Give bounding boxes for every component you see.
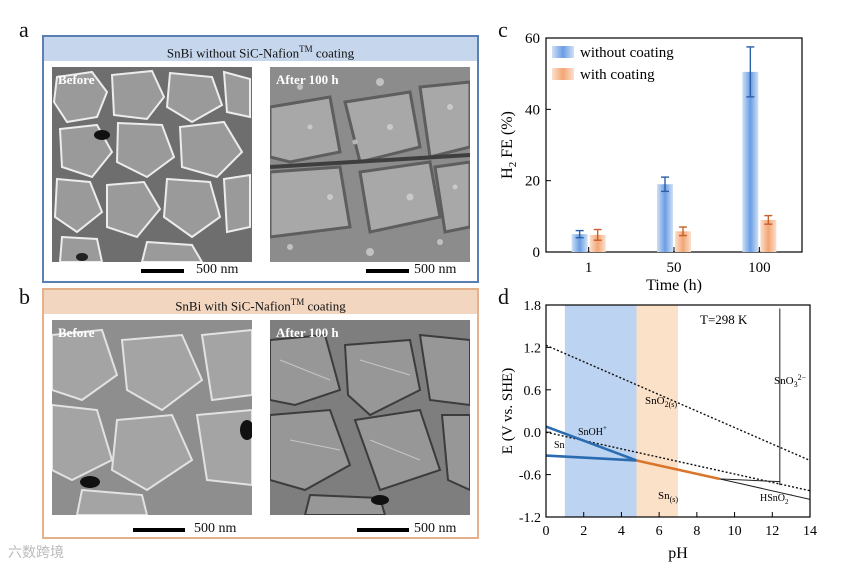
c-ytick-label: 60 <box>525 31 540 47</box>
region-label-sno2: SnO2(s) <box>645 395 677 409</box>
c-bar-with <box>589 234 606 252</box>
c-xtick-label: 50 <box>667 260 682 276</box>
d-o2-line <box>545 344 811 462</box>
c-bar-without <box>657 184 673 252</box>
panel-label-c: c <box>498 17 508 42</box>
c-bar-without <box>571 234 588 252</box>
c-ytick-label: 40 <box>525 102 540 118</box>
panel-a-title: SnBi without SiC-NafionTM coating <box>44 37 477 61</box>
label-after-a: After 100 h <box>276 72 339 87</box>
d-boundary-sno2-sn <box>636 459 720 481</box>
d-ytick-label: 0.6 <box>524 384 542 399</box>
label-after-b: After 100 h <box>276 325 339 340</box>
chart-d-ylabel: E (V vs. SHE) <box>500 368 516 454</box>
legend-swatch-without <box>552 46 574 58</box>
d-boundary-sn-snoh <box>545 454 637 462</box>
c-bar-without <box>742 71 759 252</box>
scale-bar-b-left <box>133 528 185 532</box>
panel-label-a: a <box>19 17 29 42</box>
chart-d-title: T=298 K <box>700 312 748 327</box>
region-label-snoh: SnOH+ <box>578 424 607 438</box>
d-boundary-hsno2-sn <box>719 478 811 500</box>
d-boundary-sno2-hsno2 <box>719 478 780 483</box>
chart-c-h2-fe: 0 20 40 60 1 50 100 Time (h) H2 FE (%) withou… <box>499 31 803 294</box>
c-bar-with <box>675 231 691 252</box>
d-xtick-label: 6 <box>656 524 663 539</box>
d-band-orange <box>636 305 678 517</box>
scale-text-a-right: 500 nm <box>414 262 457 277</box>
region-label-hsno2: HSnO2− <box>760 491 793 506</box>
c-xtick-label: 1 <box>585 260 593 276</box>
scale-text-b-left: 500 nm <box>194 521 237 536</box>
legend-swatch-with <box>552 68 574 80</box>
panel-label-b: b <box>19 284 30 309</box>
label-before-b: Before <box>58 325 95 340</box>
panel-a: SnBi without SiC-NafionTM coating <box>42 35 479 283</box>
d-ytick-label: -0.6 <box>519 469 541 484</box>
d-xtick-label: 8 <box>693 524 700 539</box>
c-xtick-label: 100 <box>748 260 771 276</box>
c-ytick-label: 20 <box>525 174 540 190</box>
chart-c-xlabel: Time (h) <box>646 277 702 294</box>
d-xtick-label: 14 <box>803 524 817 539</box>
panel-label-d: d <box>498 284 509 309</box>
d-ytick-label: 1.8 <box>524 299 542 314</box>
region-label-sn-s: Sn(s) <box>658 490 678 504</box>
panel-b: SnBi with SiC-NafionTM coating Before <box>42 288 479 539</box>
legend-label-with: with coating <box>580 67 655 83</box>
sem-image-a-after: After 100 h <box>270 67 470 262</box>
chart-d-xlabel: pH <box>668 545 688 562</box>
d-boundary-snoh-upper <box>545 425 637 462</box>
panel-b-title: SnBi with SiC-NafionTM coating <box>44 290 477 314</box>
sem-image-b-before: Before <box>52 320 252 515</box>
d-ytick-label: -1.2 <box>519 511 541 526</box>
d-xtick-label: 0 <box>543 524 550 539</box>
region-label-sn-left: Sn <box>554 440 565 451</box>
chart-c-ylabel: H2 FE (%) <box>499 111 519 179</box>
sem-image-b-after: After 100 h <box>270 320 470 515</box>
d-ytick-label: 1.2 <box>524 341 542 356</box>
d-xtick-label: 2 <box>580 524 587 539</box>
d-xtick-label: 4 <box>618 524 625 539</box>
d-band-blue <box>564 305 637 517</box>
chart-d-frame <box>545 304 811 518</box>
scale-bar-b-right <box>357 528 409 532</box>
scale-bar-a-right <box>366 269 409 273</box>
label-before-a: Before <box>58 72 95 87</box>
c-bar-with <box>760 219 777 252</box>
scale-text-a-left: 500 nm <box>196 262 239 277</box>
d-xtick-label: 12 <box>765 524 779 539</box>
watermark: 六数跨境 <box>8 545 64 561</box>
region-label-sno3: SnO32− <box>774 373 807 389</box>
d-ytick-label: 0.0 <box>524 426 542 441</box>
chart-d-pourbaix: -1.2 -0.6 0.0 0.6 1.2 1.8 0 2 4 6 8 10 12 14 T=298 K… <box>500 299 817 562</box>
d-xtick-label: 10 <box>728 524 742 539</box>
scale-text-b-right: 500 nm <box>414 521 457 536</box>
legend-label-without: without coating <box>580 45 674 61</box>
c-ytick-label: 0 <box>533 245 541 261</box>
scale-bar-a-left <box>141 269 184 273</box>
sem-image-a-before: Before <box>52 67 252 262</box>
